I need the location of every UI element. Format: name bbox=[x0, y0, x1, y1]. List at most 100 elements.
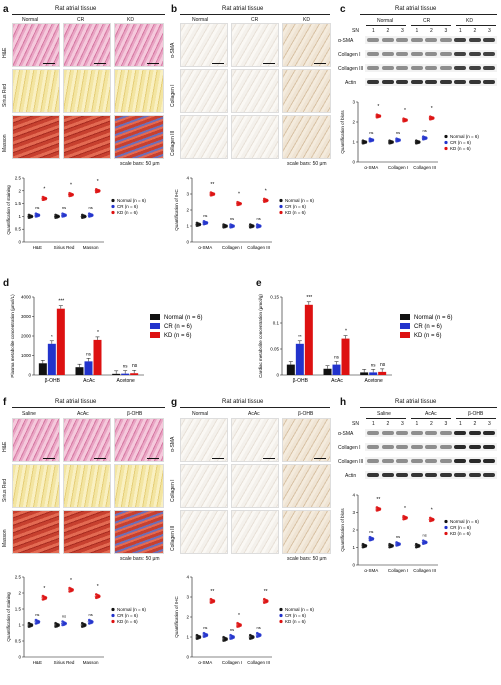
blot-band bbox=[483, 66, 495, 70]
col-label: Saline bbox=[22, 411, 36, 417]
legend-label: Normal (n = 6) bbox=[414, 315, 453, 321]
legend-marker bbox=[279, 210, 283, 215]
data-point bbox=[262, 597, 266, 601]
data-point bbox=[368, 535, 372, 539]
significance-label: * bbox=[238, 613, 240, 619]
data-point bbox=[209, 191, 213, 194]
blot-band bbox=[381, 52, 394, 56]
y-tick-label: 1 bbox=[18, 623, 21, 628]
data-point bbox=[64, 621, 67, 625]
legend-label: CR (n = 6) bbox=[285, 204, 306, 209]
col-label: KD bbox=[127, 17, 134, 23]
image-tile bbox=[63, 23, 111, 67]
row-label: Sirius Red bbox=[2, 478, 8, 502]
blot-band bbox=[468, 445, 481, 449]
x-tick-label: Collagen III bbox=[413, 165, 436, 170]
data-point bbox=[205, 633, 209, 636]
x-tick-label: AcAc bbox=[331, 378, 343, 384]
data-point bbox=[68, 191, 71, 195]
blot-band bbox=[367, 66, 379, 70]
y-axis-label: Quantification of blots bbox=[340, 110, 345, 154]
data-point bbox=[202, 631, 206, 635]
group-line bbox=[411, 25, 451, 26]
blot-band bbox=[454, 459, 466, 463]
data-point bbox=[361, 542, 365, 546]
significance-label: * bbox=[51, 334, 53, 339]
y-tick-label: 4 bbox=[352, 493, 355, 498]
row-label: α-SMA bbox=[170, 436, 176, 452]
panel-letter-g: g bbox=[171, 397, 178, 408]
blot-band bbox=[483, 459, 495, 463]
significance-label: ns bbox=[89, 612, 93, 617]
legend-label: CR (n = 6) bbox=[450, 525, 471, 530]
x-tick-label: β-OHB bbox=[293, 378, 309, 384]
significance-label: ns bbox=[123, 364, 129, 369]
group-label: Saline bbox=[377, 411, 391, 417]
significance-label: ns bbox=[230, 627, 234, 632]
significance-label: ** bbox=[264, 589, 268, 595]
scale-bar bbox=[314, 63, 326, 64]
group-line bbox=[411, 418, 451, 419]
legend-label: CR (n = 6) bbox=[164, 324, 192, 330]
x-tick-label: Collagen I bbox=[222, 660, 242, 665]
blot-band bbox=[425, 459, 437, 463]
significance-label: ** bbox=[298, 334, 302, 339]
blot-band bbox=[396, 80, 408, 84]
blot-band bbox=[410, 52, 423, 56]
blot-band bbox=[396, 473, 408, 477]
data-point bbox=[222, 223, 225, 226]
data-point bbox=[30, 623, 34, 626]
bar bbox=[378, 371, 387, 375]
panel-b-header: Rat atrial tissue bbox=[222, 6, 264, 12]
blot-band bbox=[454, 52, 466, 56]
lane-number: 1 bbox=[459, 28, 462, 34]
data-point bbox=[375, 113, 379, 116]
blot-band bbox=[367, 445, 379, 449]
blot-band bbox=[468, 431, 481, 435]
data-point bbox=[34, 618, 38, 622]
blot-band bbox=[367, 80, 379, 84]
significance-label: ns bbox=[334, 355, 340, 360]
legend-label: CR (n = 6) bbox=[450, 140, 471, 145]
legend-marker bbox=[444, 140, 448, 145]
legend-label: KD (n = 6) bbox=[414, 333, 442, 339]
legend-marker bbox=[444, 146, 448, 151]
y-tick-label: 2 bbox=[18, 188, 21, 193]
row-label: Collagen III bbox=[170, 525, 176, 551]
data-point bbox=[421, 539, 425, 542]
significance-label: * bbox=[97, 179, 99, 185]
blot-strip bbox=[365, 443, 497, 451]
scale-bar bbox=[314, 458, 326, 459]
row-label: H&E bbox=[2, 47, 8, 58]
col-label: KD bbox=[303, 17, 310, 23]
legend-marker bbox=[400, 314, 410, 320]
image-tile bbox=[180, 115, 228, 159]
image-tile bbox=[282, 510, 331, 554]
legend-marker bbox=[111, 210, 115, 215]
image-tile bbox=[282, 115, 331, 159]
y-tick-label: 0 bbox=[186, 240, 189, 245]
blot-band bbox=[381, 459, 394, 463]
significance-label: ns bbox=[230, 216, 234, 221]
significance-label: * bbox=[404, 108, 406, 114]
bar bbox=[121, 373, 130, 375]
row-label: Sirius Red bbox=[2, 83, 8, 107]
row-label: Masson bbox=[2, 529, 8, 547]
legend-marker bbox=[150, 323, 160, 329]
y-tick-label: 0 bbox=[18, 240, 21, 245]
y-tick-label: 0 bbox=[18, 655, 21, 660]
x-tick-label: Acetone bbox=[116, 378, 135, 384]
chart-d: 0 1000 2000 3000 4000 Plasma metabolite conce… bbox=[10, 294, 203, 384]
y-tick-label: 1.5 bbox=[15, 607, 22, 612]
legend-label: KD (n = 6) bbox=[450, 531, 471, 536]
blot-band bbox=[483, 52, 495, 56]
blot-band bbox=[381, 473, 394, 477]
blot-band bbox=[425, 38, 437, 42]
data-point bbox=[248, 633, 252, 637]
blot-band bbox=[381, 66, 394, 70]
scale-note: scale bars: 50 μm bbox=[287, 556, 327, 562]
blot-band bbox=[396, 52, 408, 56]
row-label: Masson bbox=[2, 134, 8, 152]
data-point bbox=[195, 633, 199, 637]
significance-label: ns bbox=[132, 363, 138, 369]
